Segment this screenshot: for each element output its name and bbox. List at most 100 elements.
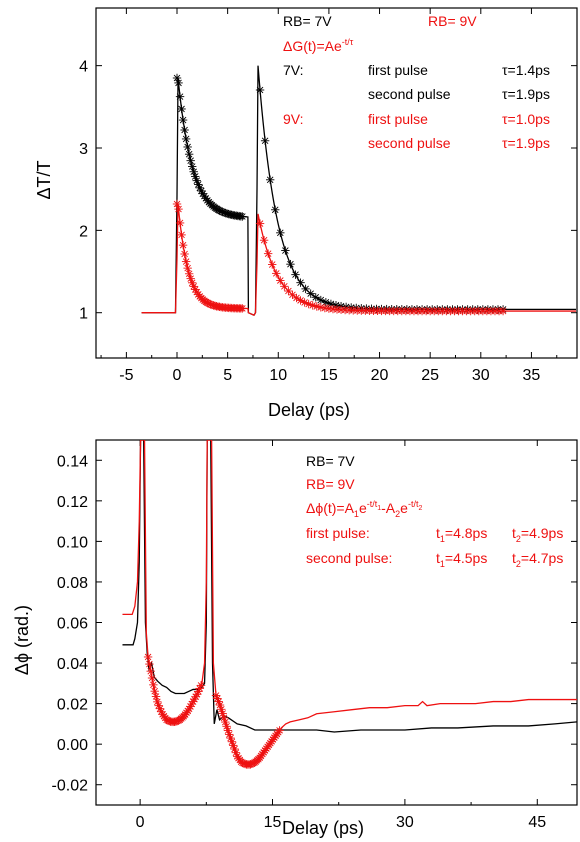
bottom-first-t2-sub: 2 <box>516 534 521 544</box>
bottom-axis-ticks: 0 15 30 45 -0.02 0.00 0.02 0.04 0.06 0.08 0.10 0.12… <box>52 440 577 831</box>
bottom-second-pulse-t1: t1=4.5ps <box>436 550 487 569</box>
bottom-fit-marker-v9 <box>219 713 229 723</box>
bottom-y-tick-label: 0.10 <box>57 534 88 551</box>
bottom-plot-frame <box>95 439 578 806</box>
top-axis-ticks: -5 0 5 10 15 20 25 30 35 1 2 3 4 <box>79 8 577 384</box>
bottom-second-t2-value: =4.7ps <box>521 550 563 566</box>
bottom-fit-marker-v9 <box>143 652 153 662</box>
bottom-y-tick-label: 0.00 <box>57 737 88 754</box>
top-fit-marker-v9 <box>272 269 281 278</box>
bottom-y-tick-label: 0.06 <box>57 616 88 633</box>
bottom-formula-exp-base-2: e <box>400 500 408 516</box>
top-fit-marker-v9 <box>263 249 273 258</box>
top-series-layer <box>141 65 576 317</box>
top-fit-marker-v9 <box>181 257 191 266</box>
top-7v-second-pulse-tau: τ=1.9ps <box>502 86 550 102</box>
top-fit-marker-v9 <box>175 218 185 228</box>
bottom-y-tick-label: 0.08 <box>57 575 88 592</box>
top-7v-first-pulse-label: first pulse <box>368 62 428 78</box>
top-y-tick-label: 3 <box>79 141 88 158</box>
top-fit-marker-v7 <box>180 125 189 135</box>
bottom-first-pulse-t2: t2=4.9ps <box>512 525 563 544</box>
bottom-fit-marker-v9 <box>275 726 284 735</box>
top-fit-marker-v9 <box>184 269 194 278</box>
top-fit-marker-v7 <box>291 270 300 279</box>
bottom-second-t2-sub: 2 <box>516 559 521 569</box>
top-fit-formula: ΔG(t)=Ae-t/τ <box>283 37 354 54</box>
bottom-second-pulse-label: second pulse: <box>306 550 392 566</box>
bottom-y-tick-label: 0.12 <box>57 494 88 511</box>
top-fit-marker-v9 <box>183 263 192 273</box>
bottom-label-rb-9v: RB= 9V <box>306 476 355 492</box>
top-fit-marker-v7 <box>183 142 192 152</box>
top-x-tick-label: -5 <box>119 367 133 384</box>
top-fit-marker-v9 <box>238 304 247 313</box>
top-fit-marker-v7 <box>188 162 197 171</box>
top-9v-second-pulse-tau: τ=1.9ps <box>502 135 550 151</box>
top-x-tick-label: 25 <box>421 367 439 384</box>
top-fit-marker-v7 <box>177 104 186 114</box>
bottom-first-pulse-label: first pulse: <box>306 525 370 541</box>
bottom-fit-marker-v9 <box>150 686 159 696</box>
top-fit-marker-v9 <box>186 274 195 283</box>
bottom-chart-delta-phi: 0 15 30 45 -0.02 0.00 0.02 0.04 0.06 0.08 0.10 0.12… <box>12 439 578 838</box>
top-fit-marker-v7 <box>276 228 285 238</box>
top-fit-marker-v7 <box>286 259 295 269</box>
bottom-fit-marker-v9 <box>226 733 235 743</box>
top-fit-marker-v7 <box>186 156 195 165</box>
top-fit-marker-v7 <box>192 176 201 185</box>
top-fit-marker-v7 <box>238 212 247 221</box>
top-fit-marker-v7 <box>306 289 315 298</box>
bottom-x-axis-label: Delay (ps) <box>282 818 364 838</box>
top-label-rb-9v: RB= 9V <box>428 13 477 29</box>
top-x-tick-label: 20 <box>371 367 389 384</box>
top-y-axis-label: ΔT/T <box>34 160 54 199</box>
top-fit-marker-v7 <box>271 205 280 214</box>
bottom-y-tick-label: 0.04 <box>57 656 88 673</box>
bottom-formula-exp-base-1: e <box>359 500 367 516</box>
bottom-formula-exponent-sub-2: 2 <box>418 505 422 512</box>
top-7v-second-pulse-label: second pulse <box>368 86 451 102</box>
top-9v-first-pulse-label: first pulse <box>368 111 428 127</box>
bottom-fit-marker-v9 <box>145 659 154 669</box>
bottom-fit-marker-v9 <box>151 692 161 701</box>
top-fit-formula-exponent: -t/τ <box>342 37 354 47</box>
bottom-first-pulse-t1: t1=4.8ps <box>436 525 487 544</box>
top-y-tick-label: 1 <box>79 306 88 323</box>
bottom-x-tick-label: 30 <box>396 814 414 831</box>
bottom-first-t1-sub: 1 <box>440 534 445 544</box>
top-fit-marker-v9 <box>268 260 277 269</box>
bottom-fit-marker-v9 <box>146 666 155 676</box>
bottom-formula-mid: -A <box>381 500 396 516</box>
top-fit-marker-v7 <box>178 115 188 125</box>
top-fit-formula-base: ΔG(t)=Ae <box>283 38 342 54</box>
bottom-y-tick-label: 0.02 <box>57 697 88 714</box>
bottom-fit-marker-v9 <box>229 741 238 750</box>
bottom-y-tick-label: -0.02 <box>52 778 89 795</box>
bottom-y-axis-label: Δϕ (rad.) <box>12 605 32 675</box>
top-fit-marker-v9 <box>188 278 197 287</box>
bottom-y-tick-label: 0.14 <box>57 453 88 470</box>
top-y-tick-label: 4 <box>79 59 88 76</box>
top-x-tick-label: 5 <box>223 367 232 384</box>
top-fit-marker-v9 <box>304 299 313 309</box>
top-9v-second-pulse-label: second pulse <box>368 135 451 151</box>
bottom-formula-exponent-sub-1: 1 <box>377 505 381 512</box>
bottom-formula-exponent-2: -t/t <box>408 499 419 509</box>
top-fit-marker-v7 <box>184 149 194 159</box>
top-x-tick-label: 35 <box>523 367 541 384</box>
bottom-fit-marker-v9 <box>149 680 158 690</box>
top-fit-marker-v7 <box>260 136 270 145</box>
top-fit-marker-v7 <box>181 134 191 144</box>
top-7v-first-pulse-tau: τ=1.4ps <box>502 62 550 78</box>
top-fit-marker-v7 <box>255 85 265 95</box>
bottom-x-tick-label: 0 <box>136 814 145 831</box>
top-x-tick-label: 10 <box>269 367 287 384</box>
bottom-first-t2-symbol: t <box>512 525 516 541</box>
bottom-fit-formula: Δϕ(t)=A1e-t/t1-A2e-t/t2 <box>306 499 422 519</box>
bottom-formula-lhs: Δϕ(t)=A <box>306 500 355 516</box>
bottom-second-t1-symbol: t <box>436 550 440 566</box>
top-fit-marker-v7 <box>174 78 183 88</box>
top-fit-marker-v9 <box>324 304 334 313</box>
bottom-second-t2-symbol: t <box>512 550 516 566</box>
